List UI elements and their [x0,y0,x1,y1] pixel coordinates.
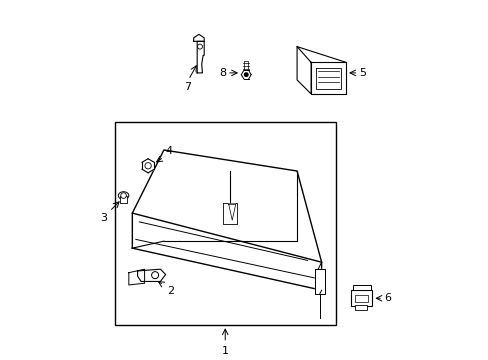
Circle shape [121,193,126,198]
Polygon shape [132,213,321,290]
Text: 3: 3 [100,213,107,223]
Circle shape [197,44,202,49]
Text: 5: 5 [359,68,366,78]
Bar [354,305,366,310]
Circle shape [244,73,247,76]
Circle shape [151,272,158,279]
Bar [244,61,248,70]
Polygon shape [228,204,235,220]
Polygon shape [241,71,251,79]
Polygon shape [316,68,340,89]
Polygon shape [297,46,310,94]
Text: 4: 4 [165,146,172,156]
Polygon shape [197,41,204,73]
Text: 1: 1 [221,346,228,356]
Bar [354,295,367,302]
Bar [115,122,335,325]
Polygon shape [142,159,154,173]
Polygon shape [137,269,165,282]
Polygon shape [223,203,237,224]
Text: 8: 8 [218,68,225,78]
Ellipse shape [118,192,128,199]
Bar [120,195,127,203]
Polygon shape [314,269,325,294]
Polygon shape [193,34,204,41]
Circle shape [144,163,151,169]
Text: 2: 2 [166,286,173,296]
Text: 7: 7 [184,82,191,92]
Polygon shape [310,62,346,94]
Bar [352,285,370,290]
Bar [351,290,372,306]
Polygon shape [128,269,144,285]
Text: 6: 6 [384,293,391,303]
